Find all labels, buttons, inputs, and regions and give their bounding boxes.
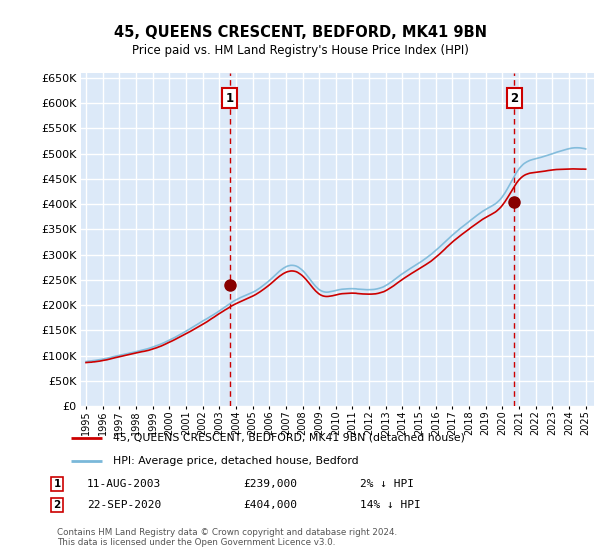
Text: 1: 1 [226,91,233,105]
Text: 22-SEP-2020: 22-SEP-2020 [87,500,161,510]
Text: 2% ↓ HPI: 2% ↓ HPI [360,479,414,489]
Text: 1: 1 [53,479,61,489]
Text: 2: 2 [511,91,518,105]
Text: £239,000: £239,000 [243,479,297,489]
Text: Contains HM Land Registry data © Crown copyright and database right 2024.
This d: Contains HM Land Registry data © Crown c… [57,528,397,547]
Text: HPI: Average price, detached house, Bedford: HPI: Average price, detached house, Bedf… [113,456,358,466]
Text: Price paid vs. HM Land Registry's House Price Index (HPI): Price paid vs. HM Land Registry's House … [131,44,469,57]
Text: 14% ↓ HPI: 14% ↓ HPI [360,500,421,510]
Text: £404,000: £404,000 [243,500,297,510]
Text: 2: 2 [53,500,61,510]
Text: 45, QUEENS CRESCENT, BEDFORD, MK41 9BN: 45, QUEENS CRESCENT, BEDFORD, MK41 9BN [113,25,487,40]
Text: 11-AUG-2003: 11-AUG-2003 [87,479,161,489]
Text: 45, QUEENS CRESCENT, BEDFORD, MK41 9BN (detached house): 45, QUEENS CRESCENT, BEDFORD, MK41 9BN (… [113,433,464,443]
